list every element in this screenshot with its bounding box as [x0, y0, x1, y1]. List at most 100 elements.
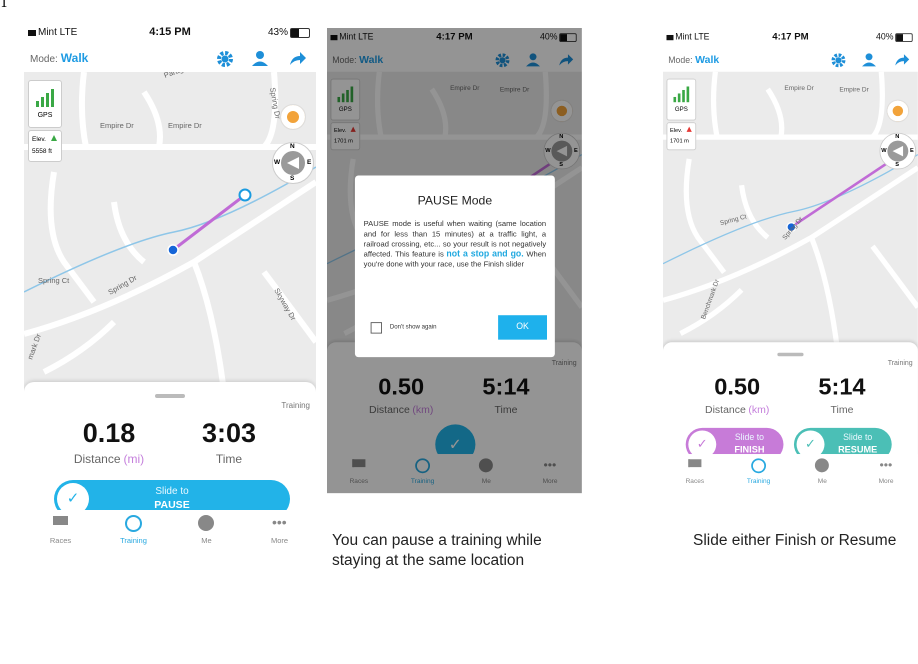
road	[534, 71, 549, 139]
tab[interactable]: Me	[170, 510, 243, 555]
stats-panel: Training 0.50 Distance (km) 5:14 Time ✓ Slide t…	[663, 342, 918, 462]
road	[429, 87, 449, 138]
tab-icon: •••	[542, 458, 558, 472]
settings-icon	[217, 51, 233, 67]
settings-icon-core	[221, 55, 229, 63]
tab[interactable]: Me	[454, 454, 518, 493]
tab-label: Me	[481, 476, 491, 485]
dialog-body-end: When you're done with your race, use the…	[363, 249, 547, 269]
street-label: Empire Dr	[500, 87, 530, 94]
settings-icon	[831, 53, 846, 68]
tab-label: More	[878, 476, 894, 485]
street-label: Empire Dr	[839, 87, 869, 94]
gps-label: GPS	[37, 112, 53, 119]
tab-icon: •••	[270, 515, 288, 531]
tab[interactable]: Races	[327, 454, 391, 493]
slider-text-2: RESUME	[838, 444, 878, 455]
tab[interactable]: Training	[97, 510, 170, 555]
distance-value: 0.50	[378, 373, 425, 400]
tab-icon	[351, 458, 367, 472]
gps-label: GPS	[338, 106, 352, 113]
mode-bar: Mode: Walk	[332, 53, 383, 65]
tab[interactable]: Races	[663, 454, 727, 493]
elevation-arrow	[686, 126, 692, 132]
compass-letter: E	[574, 147, 578, 154]
locate-button[interactable]	[886, 99, 910, 123]
compass-letter: S	[895, 161, 900, 168]
settings-icon	[495, 53, 510, 68]
compass[interactable]: N W E S	[272, 142, 314, 184]
gps-badge: GPS	[330, 78, 361, 121]
tab[interactable]: ••• More	[518, 454, 582, 493]
tab-icon	[478, 458, 494, 473]
tab[interactable]: ••• More	[854, 454, 918, 493]
map-background	[663, 71, 918, 352]
elevation-value: 5558 ft	[32, 148, 52, 155]
distance-unit: (km)	[412, 403, 434, 416]
distance-value: 0.50	[714, 373, 761, 400]
tab-icon	[124, 515, 142, 532]
tab[interactable]: Races	[24, 510, 97, 555]
street-label: Empire Dr	[784, 85, 814, 92]
compass-letter: N	[559, 133, 564, 140]
road	[261, 270, 316, 344]
compass-letter: N	[290, 143, 295, 150]
mode-value[interactable]: Walk	[60, 51, 89, 65]
checkbox[interactable]	[370, 322, 382, 334]
route-end	[238, 188, 252, 202]
tab[interactable]: Training	[727, 454, 791, 493]
tab[interactable]: Training	[391, 454, 455, 493]
tab-label: Training	[120, 536, 147, 545]
locate-button[interactable]	[550, 99, 574, 123]
voice-icon-body	[252, 61, 268, 66]
tab-bar: Races Training Me ••• More	[663, 454, 918, 494]
tab-icon	[51, 515, 69, 531]
status-battery: 43%	[267, 27, 288, 38]
signal-bars	[330, 34, 338, 41]
status-time: 4:17 PM	[436, 31, 473, 42]
road	[738, 184, 770, 240]
time-value: 5:14	[818, 373, 866, 400]
compass-letter: S	[290, 175, 295, 182]
gps-bar	[673, 96, 677, 103]
signal-bars	[28, 30, 36, 36]
distance-caption: Distance (km)	[353, 403, 449, 415]
gps-bar	[350, 86, 354, 103]
status-battery: 40%	[875, 32, 894, 42]
clock-icon	[751, 458, 767, 474]
distance-unit: (km)	[748, 403, 770, 416]
tab[interactable]: ••• More	[243, 510, 316, 555]
clock-icon	[125, 515, 142, 532]
battery-icon	[559, 33, 577, 42]
road	[679, 288, 744, 336]
clock-icon	[415, 458, 431, 474]
tab[interactable]: Me	[790, 454, 854, 493]
mode-value[interactable]: Walk	[695, 53, 720, 66]
distance-unit: (mi)	[123, 452, 145, 466]
gps-bar	[36, 101, 39, 107]
stats-panel: Training 0.50 Distance (km) 5:14 Time ✓	[327, 342, 582, 465]
compass[interactable]: N W E S	[879, 132, 917, 170]
compass-letter: E	[307, 159, 312, 166]
tab-label: Races	[685, 476, 705, 485]
gps-badge: GPS	[666, 78, 697, 121]
road	[42, 319, 117, 375]
ok-button[interactable]: OK	[498, 315, 547, 340]
road	[870, 71, 885, 139]
person-icon	[478, 458, 493, 473]
elevation-label: Elev.	[333, 127, 347, 134]
phone-screen: Mint LTE 4:17 PM 40% Mode: Walk Empire Dr Empi…	[327, 28, 582, 494]
dialog-title: PAUSE Mode	[417, 192, 493, 207]
gps-bar	[677, 93, 681, 103]
road	[710, 71, 720, 138]
compass[interactable]: N W E S	[543, 132, 581, 170]
locate-button[interactable]	[280, 104, 306, 130]
slider-knob: ✓	[688, 430, 717, 459]
compass-letter: N	[895, 133, 900, 140]
mode-value[interactable]: Walk	[359, 53, 384, 66]
settings-icon-core	[499, 57, 506, 64]
road	[261, 72, 279, 150]
tab-label: More	[542, 476, 558, 485]
